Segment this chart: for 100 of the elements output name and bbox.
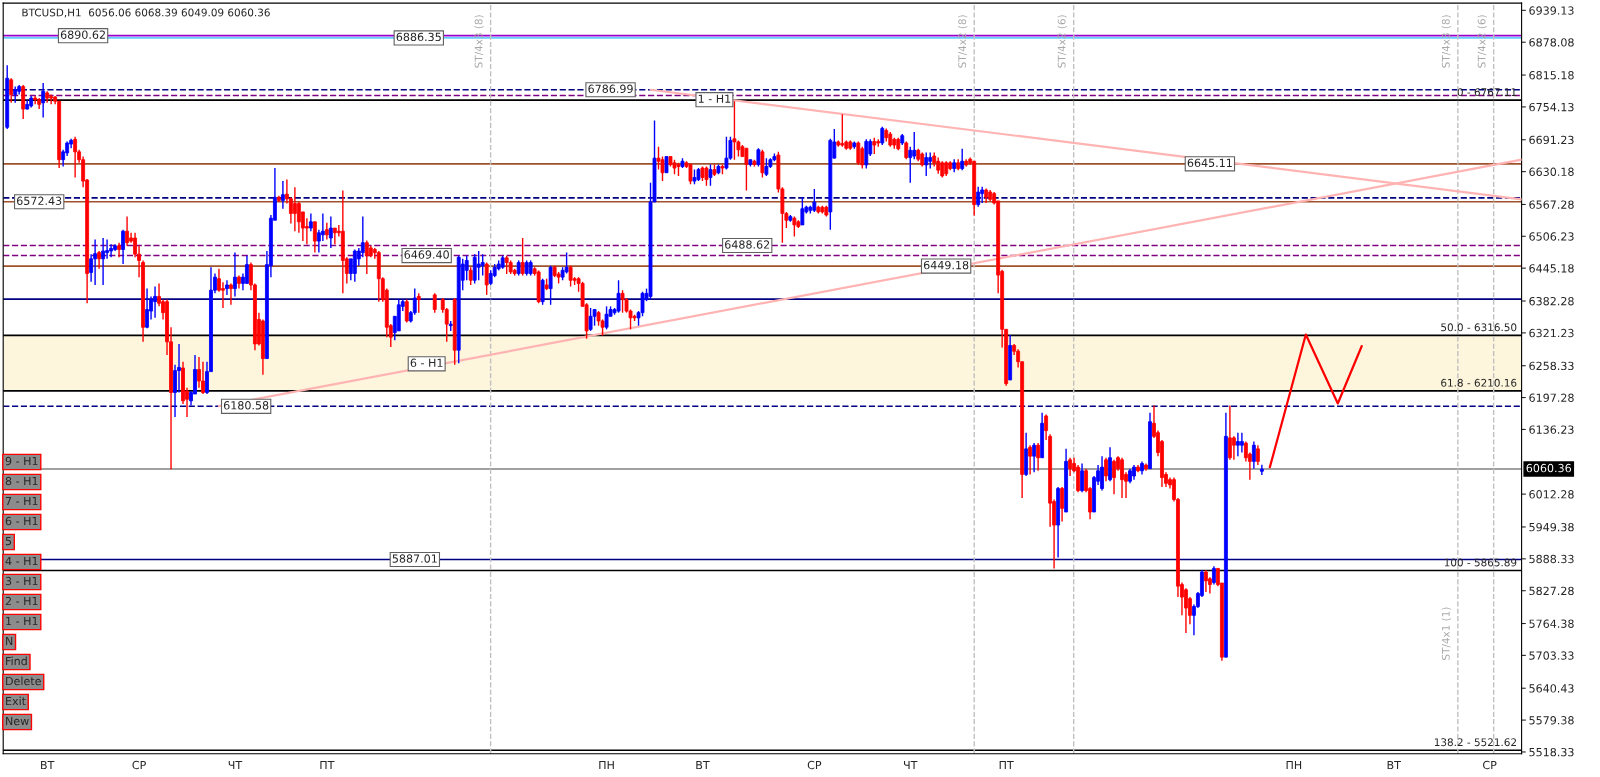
candlestick <box>724 136 729 171</box>
y-tick-label: 5640.43 <box>1529 684 1574 693</box>
annotation: 5887.01 <box>392 554 437 563</box>
y-tick-label: 6445.18 <box>1529 264 1574 273</box>
candlestick <box>229 282 233 306</box>
annotation: 3 - H1 <box>5 576 38 586</box>
annotation: 4 - H1 <box>5 556 38 566</box>
candlestick <box>688 163 693 185</box>
x-tick-label: ПН <box>599 760 614 770</box>
y-tick-label: 6258.33 <box>1529 361 1574 371</box>
annotation: 2 - H1 <box>5 596 38 606</box>
candlestick <box>1255 444 1260 466</box>
y-tick-label: 6567.28 <box>1529 200 1574 209</box>
candlestick <box>604 305 609 331</box>
candlestick <box>1239 431 1244 454</box>
y-tick-label: 6939.13 <box>1529 6 1574 15</box>
candlestick <box>800 196 805 226</box>
annotation: 6 - H1 <box>5 516 38 526</box>
candlestick <box>976 186 981 208</box>
y-tick-label: 6630.18 <box>1529 167 1574 176</box>
candlestick <box>1060 486 1064 523</box>
x-tick-label: ВТ <box>696 760 710 770</box>
annotation: 6449.18 <box>923 260 969 270</box>
y-tick-label: 6506.23 <box>1529 232 1574 241</box>
y-tick-label: 6815.18 <box>1529 71 1574 80</box>
annotation: 6786.99 <box>588 84 633 93</box>
candlestick <box>1080 462 1084 493</box>
y-tick-label: 6754.13 <box>1529 102 1574 112</box>
y-tick-label: 6691.23 <box>1529 135 1574 145</box>
candlestick <box>464 255 469 281</box>
candlestick <box>616 279 621 314</box>
x-tick-label: ВТ <box>1387 760 1401 770</box>
y-tick-label: 6012.28 <box>1529 490 1574 499</box>
annotation: 6488.62 <box>725 240 770 249</box>
annotation: Exit <box>6 696 26 706</box>
annotation: N <box>6 636 13 646</box>
annotation: Find <box>6 656 27 666</box>
annotation: 6645.11 <box>1187 158 1232 168</box>
annotation: 9 - H1 <box>5 456 38 466</box>
candlestick <box>860 145 865 170</box>
candlestick <box>117 241 121 258</box>
candlestick <box>856 140 861 166</box>
x-tick-label: СР <box>132 760 146 770</box>
candlestick <box>109 243 113 258</box>
candlestick <box>732 100 737 161</box>
annotation: 5 <box>5 536 12 546</box>
line-series <box>1268 333 1363 469</box>
x-tick-label: ЧТ <box>903 760 918 770</box>
annotation: 61.8 - 6210.16 <box>1441 378 1517 387</box>
candlestick <box>153 285 157 319</box>
candlestick <box>201 361 205 395</box>
candlestick <box>480 253 485 277</box>
candlestick <box>225 279 229 296</box>
candlestick <box>708 163 713 187</box>
y-tick-label: 5827.28 <box>1529 586 1574 596</box>
candlestick <box>432 292 437 314</box>
annotation: 1 - H1 <box>698 94 731 103</box>
y-tick-label: 6382.28 <box>1529 296 1574 306</box>
candlestick <box>121 228 125 265</box>
candlestick <box>1235 431 1240 457</box>
annotation: 50.0 - 6316.50 <box>1441 323 1517 332</box>
x-tick-label: ПТ <box>999 760 1014 770</box>
annotation: 6180.58 <box>223 401 269 410</box>
candlestick <box>1251 440 1256 470</box>
candlestick <box>416 292 421 314</box>
candlestick <box>292 186 297 232</box>
candlestick <box>1231 435 1236 461</box>
x-tick-label: ПН <box>1286 760 1302 770</box>
y-tick-label: 5949.38 <box>1529 522 1574 532</box>
annotation: 0 - 6767.11 <box>1457 88 1517 97</box>
candlestick <box>568 264 573 288</box>
candlestick <box>540 278 545 306</box>
y-tick-label: 5703.33 <box>1529 651 1574 660</box>
candlestick <box>1036 442 1041 472</box>
annotation: 8 - H1 <box>5 476 38 486</box>
candlestick <box>1068 457 1072 477</box>
annotation: 7 - H1 <box>5 496 38 506</box>
annotation: 6469.40 <box>404 250 449 259</box>
y-tick-label: 5888.33 <box>1529 554 1574 564</box>
candlestick <box>1120 457 1124 499</box>
x-tick-label: СР <box>1483 760 1497 770</box>
annotation: 138.2 - 5521.62 <box>1434 738 1516 747</box>
annotation: ST/4x1 (1) <box>1441 607 1451 660</box>
y-tick-label: 6197.28 <box>1529 393 1574 402</box>
candlestick <box>548 264 553 306</box>
chart-title: BTCUSD,H1 6056.06 6068.39 6049.09 6060.36 <box>22 8 270 18</box>
annotation: 100 - 5865.89 <box>1444 558 1517 567</box>
candlestick <box>744 147 749 192</box>
candlestick <box>908 145 913 184</box>
candlestick <box>1108 446 1112 482</box>
x-tick-label: СР <box>807 760 822 770</box>
annotation: Delete <box>6 676 41 686</box>
annotation: 6890.62 <box>60 30 105 39</box>
ref-line-label: 6060.36 <box>1526 463 1572 473</box>
candlestick <box>840 113 845 148</box>
candlestick <box>1212 565 1216 586</box>
candlestick <box>484 261 489 296</box>
annotation: ST/4x3 (8) <box>1441 15 1451 68</box>
candlestick <box>1032 442 1037 474</box>
candlestick <box>1204 569 1208 593</box>
